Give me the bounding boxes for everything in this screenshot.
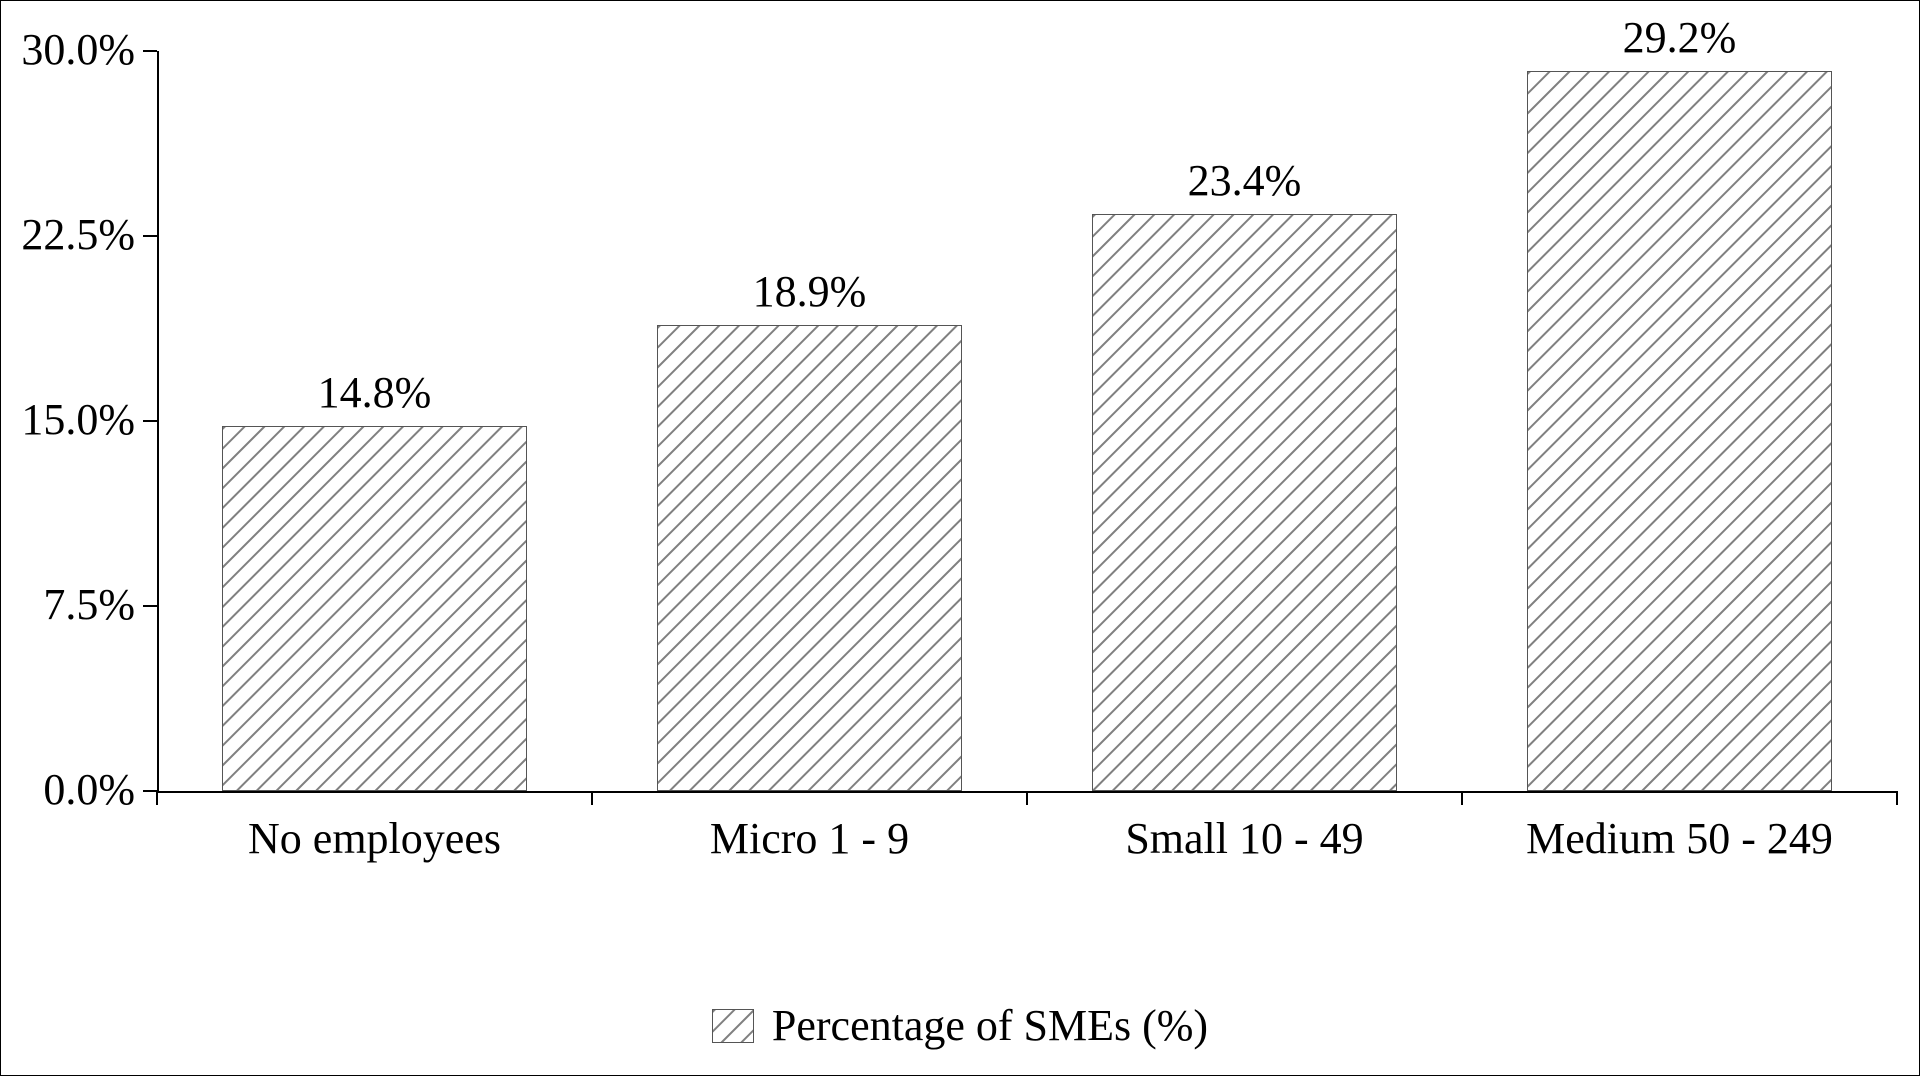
category-label: Medium 50 - 249 — [1526, 813, 1833, 864]
bar — [222, 426, 527, 791]
y-tick-mark — [143, 50, 157, 52]
sme-bar-chart: 0.0% 7.5% 15.0% 22.5% 30.0% 14.8% No employees… — [0, 0, 1920, 1076]
y-tick-mark — [143, 235, 157, 237]
x-tick-mark — [1896, 791, 1898, 805]
y-tick-label: 30.0% — [21, 24, 135, 75]
legend-label: Percentage of SMEs (%) — [772, 1000, 1208, 1051]
bar-value-label: 14.8% — [318, 367, 432, 418]
x-tick-mark — [1461, 791, 1463, 805]
bar — [1527, 71, 1832, 791]
bar — [657, 325, 962, 791]
y-tick-mark — [143, 420, 157, 422]
y-tick-mark — [143, 790, 157, 792]
y-axis — [157, 51, 159, 791]
x-tick-mark — [1026, 791, 1028, 805]
bar — [1092, 214, 1397, 791]
x-tick-mark — [156, 791, 158, 805]
category-label: No employees — [248, 813, 501, 864]
y-tick-mark — [143, 605, 157, 607]
y-tick-label: 22.5% — [21, 209, 135, 260]
y-tick-label: 7.5% — [43, 579, 135, 630]
y-tick-label: 0.0% — [43, 764, 135, 815]
bar-value-label: 23.4% — [1188, 155, 1302, 206]
category-label: Micro 1 - 9 — [710, 813, 909, 864]
category-label: Small 10 - 49 — [1125, 813, 1363, 864]
legend: Percentage of SMEs (%) — [1, 1000, 1919, 1051]
bar-value-label: 29.2% — [1623, 12, 1737, 63]
x-tick-mark — [591, 791, 593, 805]
legend-swatch — [712, 1009, 754, 1043]
y-tick-label: 15.0% — [21, 394, 135, 445]
bar-value-label: 18.9% — [753, 266, 867, 317]
